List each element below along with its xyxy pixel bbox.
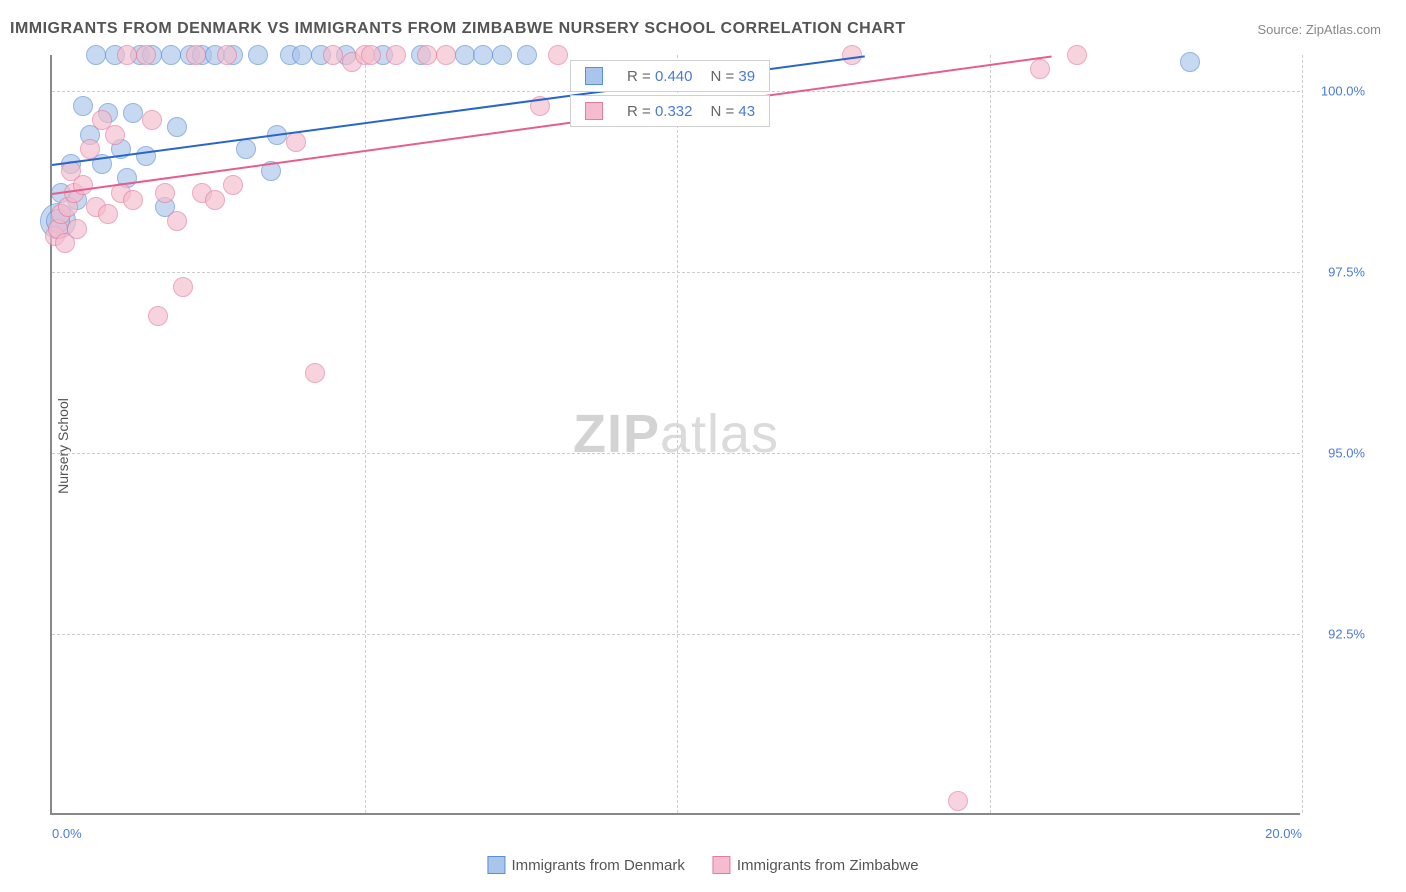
- chart-container: IMMIGRANTS FROM DENMARK VS IMMIGRANTS FR…: [0, 0, 1406, 892]
- y-tick-label: 92.5%: [1310, 627, 1365, 642]
- y-tick-label: 95.0%: [1310, 446, 1365, 461]
- legend-item-denmark: Immigrants from Denmark: [487, 856, 684, 874]
- scatter-point: [417, 45, 437, 65]
- scatter-point: [1067, 45, 1087, 65]
- r-label: R =: [627, 68, 651, 85]
- n-value: 39: [738, 68, 755, 85]
- r-value: 0.332: [655, 103, 693, 120]
- source-attribution: Source: ZipAtlas.com: [1257, 22, 1381, 37]
- trendline: [52, 55, 1052, 195]
- correlation-annotation: R = 0.440 N = 39: [570, 60, 770, 92]
- scatter-point: [73, 175, 93, 195]
- scatter-point: [1030, 59, 1050, 79]
- y-tick-label: 100.0%: [1310, 84, 1365, 99]
- x-tick-label: 20.0%: [1265, 826, 1302, 841]
- scatter-point: [148, 306, 168, 326]
- correlation-annotation: R = 0.332 N = 43: [570, 95, 770, 127]
- legend-item-zimbabwe: Immigrants from Zimbabwe: [713, 856, 919, 874]
- scatter-point: [186, 45, 206, 65]
- scatter-point: [86, 45, 106, 65]
- r-value: 0.440: [655, 68, 693, 85]
- n-label: N =: [710, 103, 734, 120]
- scatter-point: [361, 45, 381, 65]
- scatter-point: [492, 45, 512, 65]
- watermark-bold: ZIP: [573, 404, 660, 464]
- scatter-point: [142, 110, 162, 130]
- scatter-point: [98, 204, 118, 224]
- scatter-point: [136, 146, 156, 166]
- gridline-h: [52, 453, 1300, 454]
- scatter-point: [123, 103, 143, 123]
- n-label: N =: [710, 68, 734, 85]
- n-value: 43: [738, 103, 755, 120]
- scatter-point: [167, 117, 187, 137]
- legend-swatch-zimbabwe: [713, 856, 731, 874]
- scatter-point: [305, 363, 325, 383]
- gridline-h: [52, 272, 1300, 273]
- y-tick-label: 97.5%: [1310, 265, 1365, 280]
- legend: Immigrants from Denmark Immigrants from …: [487, 856, 918, 874]
- plot-area: ZIPatlas 92.5%95.0%97.5%100.0%0.0%20.0%: [50, 55, 1300, 815]
- watermark: ZIPatlas: [573, 403, 779, 465]
- scatter-point: [292, 45, 312, 65]
- scatter-point: [105, 125, 125, 145]
- annotation-swatch: [585, 67, 603, 85]
- scatter-point: [436, 45, 456, 65]
- scatter-point: [167, 211, 187, 231]
- scatter-point: [161, 45, 181, 65]
- gridline-v: [1302, 55, 1303, 813]
- x-tick-label: 0.0%: [52, 826, 82, 841]
- scatter-point: [67, 219, 87, 239]
- scatter-point: [323, 45, 343, 65]
- scatter-point: [80, 139, 100, 159]
- scatter-point: [73, 96, 93, 116]
- legend-swatch-denmark: [487, 856, 505, 874]
- scatter-point: [1180, 52, 1200, 72]
- scatter-point: [286, 132, 306, 152]
- gridline-v: [990, 55, 991, 813]
- scatter-point: [842, 45, 862, 65]
- gridline-v: [677, 55, 678, 813]
- scatter-point: [205, 190, 225, 210]
- scatter-point: [517, 45, 537, 65]
- gridline-v: [365, 55, 366, 813]
- scatter-point: [386, 45, 406, 65]
- scatter-point: [223, 175, 243, 195]
- scatter-point: [948, 791, 968, 811]
- scatter-point: [548, 45, 568, 65]
- scatter-point: [455, 45, 475, 65]
- scatter-point: [248, 45, 268, 65]
- scatter-point: [173, 277, 193, 297]
- scatter-point: [136, 45, 156, 65]
- scatter-point: [217, 45, 237, 65]
- scatter-point: [155, 183, 175, 203]
- scatter-point: [123, 190, 143, 210]
- gridline-h: [52, 634, 1300, 635]
- legend-label-zimbabwe: Immigrants from Zimbabwe: [737, 857, 919, 874]
- scatter-point: [473, 45, 493, 65]
- chart-title: IMMIGRANTS FROM DENMARK VS IMMIGRANTS FR…: [10, 20, 906, 38]
- scatter-point: [236, 139, 256, 159]
- legend-label-denmark: Immigrants from Denmark: [511, 857, 684, 874]
- annotation-swatch: [585, 102, 603, 120]
- r-label: R =: [627, 103, 651, 120]
- scatter-point: [117, 45, 137, 65]
